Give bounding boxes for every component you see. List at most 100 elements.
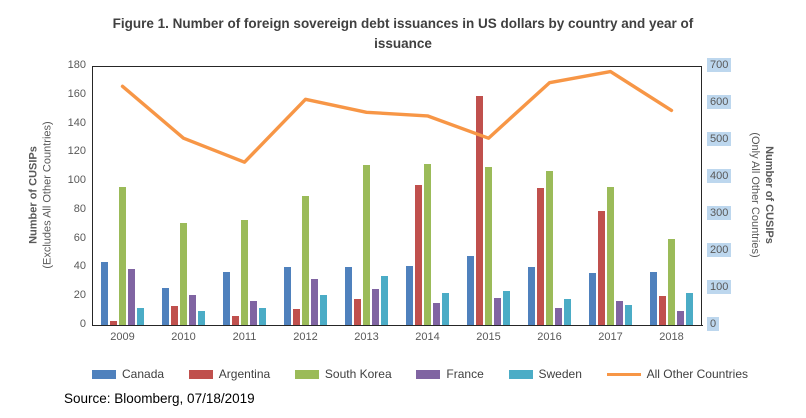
left-axis-tick-80: 80 [73, 202, 86, 215]
left-axis-tick-40: 40 [73, 260, 86, 273]
bar-south-korea-2009 [119, 186, 126, 325]
x-axis-tick-2009: 2009 [110, 331, 135, 343]
bar-argentina-2011 [232, 316, 239, 325]
bar-south-korea-2012 [302, 195, 309, 325]
bar-france-2013 [372, 289, 379, 325]
bar-sweden-2016 [564, 299, 571, 325]
right-axis-tick-400: 400 [707, 169, 732, 183]
line-all-other-countries [120, 69, 674, 164]
legend-swatch-canada [92, 369, 116, 379]
bar-france-2012 [311, 279, 318, 325]
left-axis-tick-100: 100 [67, 174, 86, 187]
x-axis-tick-2012: 2012 [293, 331, 318, 343]
bar-sweden-2013 [381, 276, 388, 325]
legend-swatch-france [416, 369, 441, 379]
legend-swatch-argentina [188, 369, 213, 379]
right-axis-tick-300: 300 [707, 206, 732, 220]
right-axis-tick-100: 100 [707, 280, 732, 294]
right-axis-tick-500: 500 [707, 132, 732, 146]
bar-canada-2016 [528, 267, 535, 325]
bar-canada-2015 [467, 255, 474, 325]
bar-canada-2011 [223, 271, 230, 325]
legend-label-canada: Canada [122, 367, 165, 381]
x-axis-tick-2013: 2013 [354, 331, 379, 343]
bar-sweden-2009 [137, 307, 144, 325]
bar-canada-2013 [345, 267, 352, 325]
bar-south-korea-2011 [241, 220, 248, 325]
bar-south-korea-2017 [607, 186, 614, 325]
bar-argentina-2014 [415, 185, 422, 325]
bar-south-korea-2010 [180, 222, 187, 325]
bar-canada-2018 [650, 271, 657, 325]
bar-france-2016 [555, 307, 562, 325]
x-axis-line [92, 325, 703, 326]
bar-canada-2010 [162, 287, 169, 325]
bar-argentina-2018 [659, 296, 666, 325]
legend-item-france: France [416, 367, 484, 381]
x-axis-tick-2010: 2010 [171, 331, 196, 343]
right-axis-tick-700: 700 [707, 58, 732, 72]
bar-sweden-2015 [503, 290, 510, 325]
legend-label-argentina: Argentina [218, 367, 271, 381]
legend-label-sweden: Sweden [538, 367, 582, 381]
bar-canada-2009 [101, 261, 108, 325]
bar-south-korea-2015 [485, 166, 492, 325]
legend-label-all-other-countries: All Other Countries [646, 367, 748, 381]
legend-swatch-south-korea [294, 369, 319, 379]
bar-sweden-2018 [686, 293, 693, 325]
legend: Canada Argentina South Korea France Sweden Al… [92, 367, 748, 381]
legend-swatch-all-other-countries [606, 372, 641, 376]
bar-france-2011 [250, 300, 257, 325]
x-axis-tick-2015: 2015 [476, 331, 501, 343]
x-axis-tick-2016: 2016 [537, 331, 562, 343]
bar-france-2014 [433, 303, 440, 325]
right-axis-tick-0: 0 [707, 317, 720, 331]
bar-sweden-2014 [442, 293, 449, 325]
right-axis-tick-200: 200 [707, 243, 732, 257]
legend-item-all-other-countries: All Other Countries [606, 367, 748, 381]
chart-title: Figure 1. Number of foreign sovereign de… [112, 16, 694, 51]
bar-canada-2017 [589, 273, 596, 325]
legend-swatch-sweden [508, 369, 533, 379]
left-axis-tick-180: 180 [67, 59, 86, 71]
bar-south-korea-2013 [363, 165, 370, 325]
bar-france-2009 [128, 268, 135, 325]
bar-sweden-2011 [259, 307, 266, 325]
left-axis-tick-160: 160 [67, 87, 86, 100]
legend-item-argentina: Argentina [188, 367, 271, 381]
bar-sweden-2012 [320, 294, 327, 325]
bar-france-2010 [189, 294, 196, 325]
bar-canada-2014 [406, 266, 413, 325]
source-note: Source: Bloomberg, 07/18/2019 [64, 391, 255, 406]
bar-argentina-2015 [476, 96, 483, 325]
bar-argentina-2016 [537, 188, 544, 325]
bar-france-2015 [494, 297, 501, 325]
bar-sweden-2010 [198, 310, 205, 325]
bar-canada-2012 [284, 267, 291, 325]
left-axis-tick-60: 60 [73, 231, 86, 244]
bar-sweden-2017 [625, 304, 632, 325]
bar-france-2017 [616, 300, 623, 325]
legend-item-south-korea: South Korea [294, 367, 392, 381]
bar-argentina-2009 [110, 320, 117, 325]
left-axis-tick-140: 140 [67, 116, 86, 129]
right-axis-tick-600: 600 [707, 95, 732, 109]
left-axis-tick-20: 20 [73, 289, 86, 302]
legend-item-sweden: Sweden [508, 367, 582, 381]
bar-argentina-2017 [598, 211, 605, 325]
left-axis-tick-0: 0 [79, 318, 86, 330]
legend-label-france: France [446, 367, 484, 381]
left-axis-tick-120: 120 [67, 145, 86, 158]
bar-south-korea-2014 [424, 163, 431, 325]
x-axis-tick-2017: 2017 [598, 331, 623, 343]
bar-south-korea-2016 [546, 171, 553, 325]
bar-france-2018 [677, 310, 684, 325]
x-axis-tick-2011: 2011 [232, 331, 257, 343]
bar-argentina-2012 [293, 309, 300, 325]
legend-label-south-korea: South Korea [324, 367, 392, 381]
bar-argentina-2010 [171, 306, 178, 325]
bar-south-korea-2018 [668, 238, 675, 325]
x-axis-tick-2018: 2018 [659, 331, 684, 343]
